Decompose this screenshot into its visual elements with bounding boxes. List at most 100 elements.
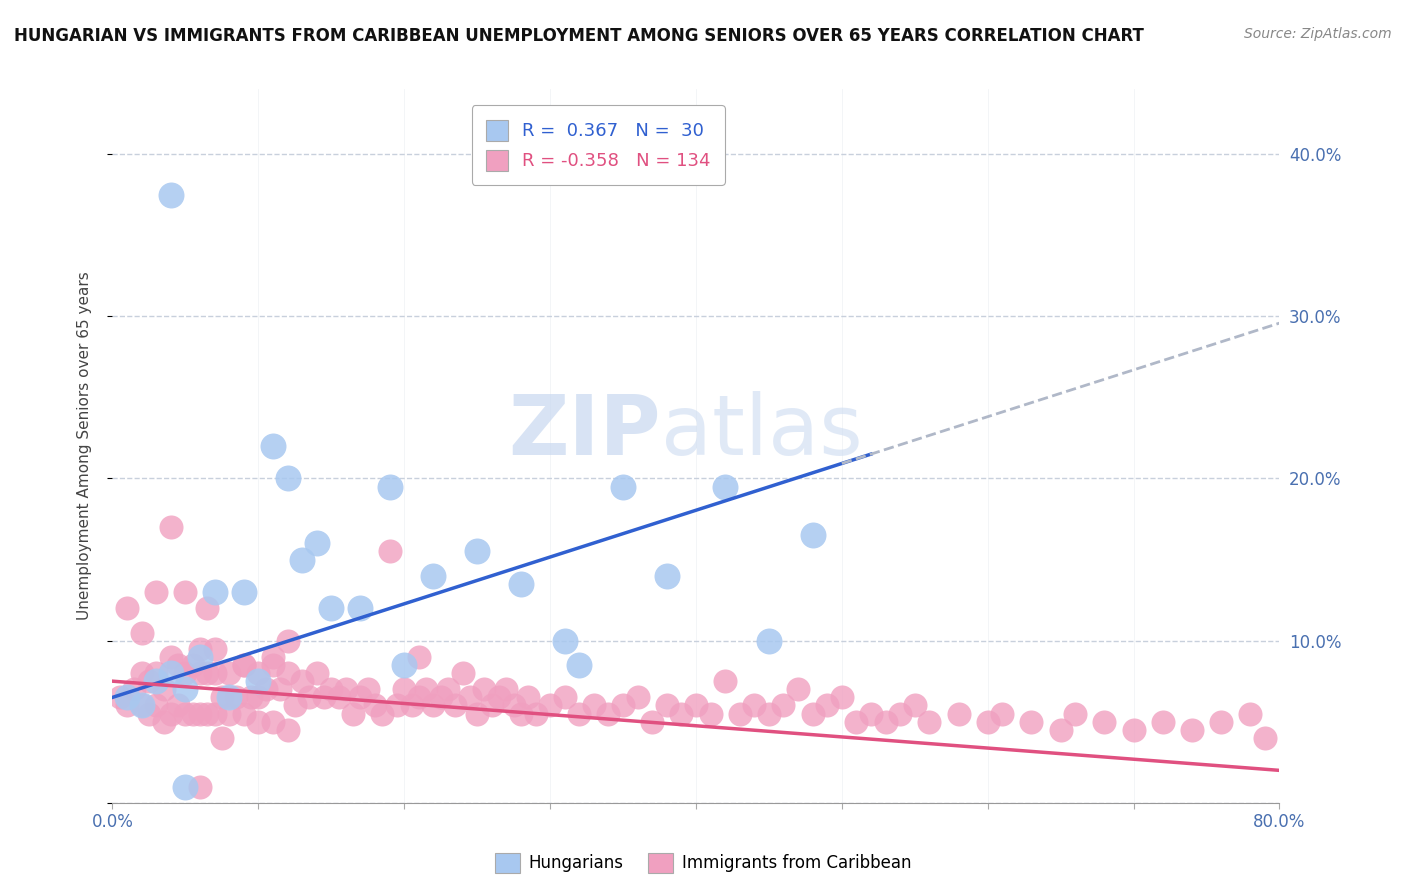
Point	[401, 698, 423, 713]
Point	[495, 682, 517, 697]
Point	[554, 633, 576, 648]
Point	[671, 706, 693, 721]
Point	[218, 690, 240, 705]
Point	[437, 682, 460, 697]
Point	[195, 706, 218, 721]
Point	[699, 706, 721, 721]
Point	[1122, 723, 1144, 737]
Point	[108, 690, 131, 705]
Point	[204, 585, 226, 599]
Point	[181, 657, 204, 672]
Point	[714, 674, 737, 689]
Point	[415, 682, 437, 697]
Point	[357, 682, 380, 697]
Point	[232, 657, 254, 672]
Point	[167, 698, 190, 713]
Point	[1064, 706, 1087, 721]
Point	[948, 706, 970, 721]
Point	[305, 536, 328, 550]
Point	[860, 706, 883, 721]
Point	[305, 666, 328, 681]
Point	[262, 439, 284, 453]
Point	[451, 666, 474, 681]
Point	[598, 706, 620, 721]
Point	[276, 723, 298, 737]
Point	[349, 690, 371, 705]
Point	[509, 577, 531, 591]
Point	[787, 682, 810, 697]
Point	[524, 706, 547, 721]
Point	[181, 706, 204, 721]
Point	[321, 682, 343, 697]
Point	[465, 544, 488, 558]
Point	[269, 682, 291, 697]
Point	[378, 479, 401, 493]
Point	[152, 714, 174, 729]
Point	[218, 706, 240, 721]
Point	[174, 666, 197, 681]
Point	[394, 682, 416, 697]
Point	[145, 674, 167, 689]
Point	[188, 706, 211, 721]
Point	[204, 641, 226, 656]
Point	[262, 657, 284, 672]
Point	[554, 690, 576, 705]
Point	[195, 666, 218, 681]
Point	[655, 568, 678, 582]
Point	[276, 666, 298, 681]
Point	[509, 706, 531, 721]
Point	[429, 690, 451, 705]
Legend: Hungarians, Immigrants from Caribbean: Hungarians, Immigrants from Caribbean	[488, 847, 918, 880]
Point	[291, 674, 314, 689]
Point	[145, 585, 167, 599]
Point	[160, 666, 183, 681]
Point	[845, 714, 868, 729]
Point	[488, 690, 510, 705]
Point	[517, 690, 540, 705]
Point	[385, 698, 408, 713]
Point	[904, 698, 927, 713]
Point	[152, 682, 174, 697]
Point	[160, 649, 183, 664]
Point	[481, 698, 503, 713]
Point	[160, 706, 183, 721]
Text: HUNGARIAN VS IMMIGRANTS FROM CARIBBEAN UNEMPLOYMENT AMONG SENIORS OVER 65 YEARS : HUNGARIAN VS IMMIGRANTS FROM CARIBBEAN U…	[14, 27, 1144, 45]
Point	[204, 706, 226, 721]
Point	[458, 690, 481, 705]
Y-axis label: Unemployment Among Seniors over 65 years: Unemployment Among Seniors over 65 years	[77, 272, 91, 620]
Point	[918, 714, 941, 729]
Point	[758, 633, 780, 648]
Point	[138, 674, 160, 689]
Point	[582, 698, 605, 713]
Point	[875, 714, 897, 729]
Point	[568, 657, 591, 672]
Point	[254, 682, 277, 697]
Point	[1254, 731, 1277, 745]
Point	[538, 698, 561, 713]
Point	[991, 706, 1014, 721]
Point	[204, 666, 226, 681]
Point	[728, 706, 751, 721]
Point	[335, 682, 357, 697]
Point	[115, 690, 138, 705]
Point	[1152, 714, 1174, 729]
Point	[124, 682, 146, 697]
Point	[131, 698, 153, 713]
Point	[976, 714, 998, 729]
Point	[131, 666, 153, 681]
Point	[422, 698, 444, 713]
Point	[145, 666, 167, 681]
Point	[115, 698, 138, 713]
Point	[312, 690, 335, 705]
Point	[174, 780, 197, 794]
Point	[211, 690, 233, 705]
Point	[145, 698, 167, 713]
Point	[627, 690, 650, 705]
Point	[612, 698, 634, 713]
Point	[232, 585, 254, 599]
Text: ZIP: ZIP	[509, 392, 661, 472]
Point	[284, 698, 307, 713]
Point	[131, 625, 153, 640]
Point	[889, 706, 911, 721]
Point	[364, 698, 387, 713]
